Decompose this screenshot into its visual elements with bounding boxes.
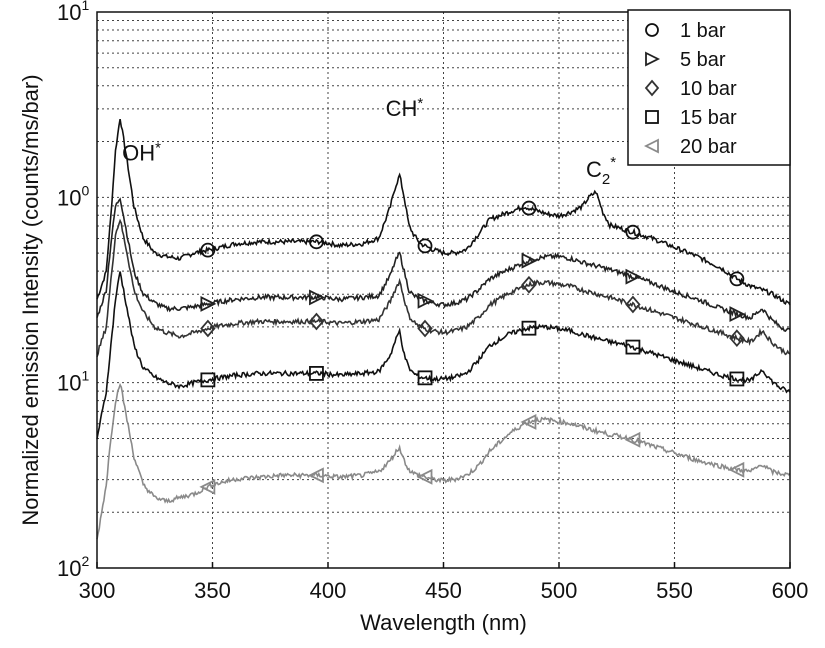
legend-entry-label: 20 bar [680, 136, 737, 158]
legend-entry-label: 15 bar [680, 107, 737, 129]
series-marker-circle [309, 234, 324, 250]
series-marker-circle [521, 200, 537, 216]
series-marker-triangle-right [200, 295, 217, 312]
series-marker-diamond [417, 319, 433, 338]
x-axis-label: Wavelength (nm) [360, 610, 527, 635]
y-axis-ticks: 102 101 100 101 [57, 0, 89, 581]
series-marker-triangle-left [199, 478, 216, 495]
series-marker-triangle-left [643, 138, 659, 154]
series-marker-square [645, 110, 659, 124]
x-tick-label: 350 [194, 578, 231, 603]
y-tick-label: 101 [57, 368, 89, 396]
legend: 1 bar 5 bar 10 bar 15 bar 20 bar [627, 9, 791, 166]
series-marker-triangle-left [416, 468, 433, 485]
series-marker-square [200, 372, 216, 388]
x-tick-label: 300 [79, 578, 116, 603]
x-tick-label: 600 [772, 578, 809, 603]
peak-annotation: OH* [122, 139, 161, 165]
y-tick-label: 102 [57, 553, 89, 581]
legend-entry-label: 5 bar [680, 49, 726, 71]
series-marker-circle [645, 23, 659, 37]
series-line [96, 382, 791, 540]
series-marker-circle [625, 224, 641, 240]
series-marker-diamond [308, 312, 325, 331]
series-marker-circle [729, 271, 745, 287]
series-marker-square [729, 371, 745, 387]
series-marker-diamond [200, 319, 216, 338]
x-tick-label: 450 [425, 578, 462, 603]
series-marker-triangle-left [520, 414, 537, 430]
series-marker-triangle-left [728, 461, 745, 478]
series-line [96, 218, 791, 358]
peak-annotations: OH* CH* C2* [122, 95, 616, 188]
peak-annotation: C2* [586, 154, 616, 188]
series-marker-triangle-right [521, 252, 538, 269]
series-marker-triangle-right [729, 306, 746, 323]
series-layer [96, 118, 791, 540]
series-marker-circle [200, 242, 216, 258]
legend-entry-label: 10 bar [680, 78, 737, 100]
series-marker-triangle-left [307, 467, 324, 484]
series-marker-diamond [625, 295, 641, 314]
marker-layer [199, 200, 746, 495]
series-line [96, 118, 791, 306]
series-marker-triangle-right [645, 51, 661, 67]
series-marker-diamond [729, 329, 745, 348]
x-tick-label: 500 [541, 578, 578, 603]
series-marker-square [309, 365, 324, 381]
x-axis-ticks: 300 350 400 450 500 550 600 [79, 562, 809, 603]
series-marker-square [625, 339, 641, 355]
series-marker-triangle-right [625, 268, 642, 285]
series-marker-triangle-right [417, 292, 434, 309]
series-marker-circle [417, 238, 433, 254]
y-tick-label: 100 [57, 182, 89, 210]
legend-entry-label: 1 bar [680, 20, 726, 42]
series-marker-square [417, 370, 433, 386]
series-marker-diamond [521, 275, 537, 294]
y-tick-label: 101 [57, 0, 89, 25]
series-marker-diamond [644, 79, 660, 97]
x-tick-label: 400 [310, 578, 347, 603]
series-marker-triangle-left [624, 431, 641, 448]
y-axis-label: Normalized emission Intensity (counts/ms… [18, 74, 43, 525]
series-line [96, 271, 791, 440]
series-marker-square [521, 320, 537, 336]
peak-annotation: CH* [386, 95, 424, 121]
series-marker-triangle-right [309, 289, 325, 306]
x-tick-label: 550 [656, 578, 693, 603]
grid [96, 12, 791, 569]
